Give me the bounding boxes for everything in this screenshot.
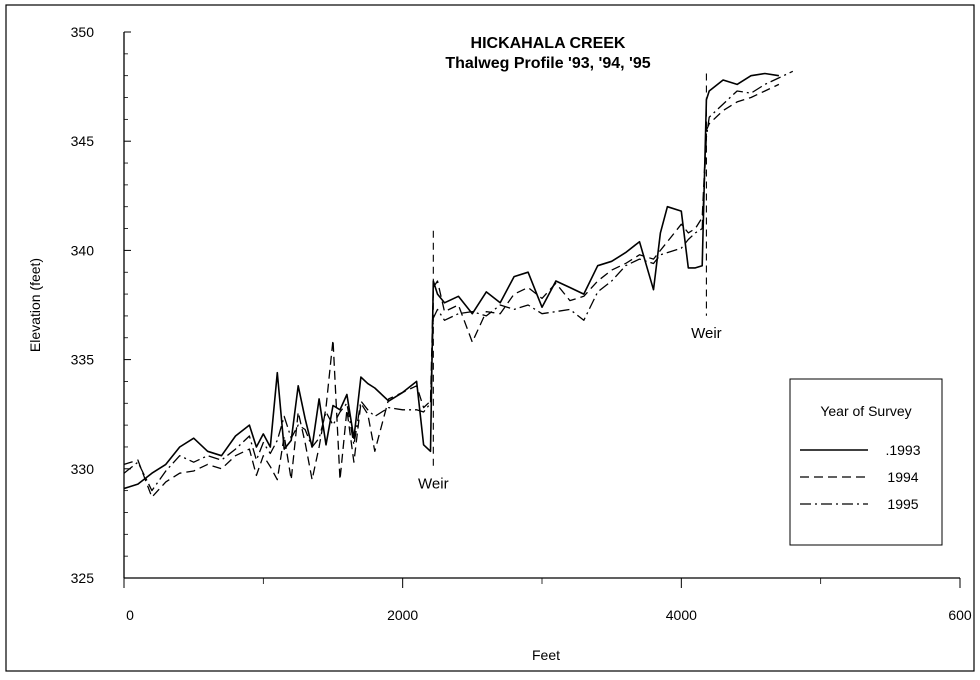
x-tick-label: 4000 xyxy=(666,607,697,623)
y-tick-label: 345 xyxy=(71,133,95,149)
y-tick-label: 335 xyxy=(71,352,95,368)
chart-subtitle: Thalweg Profile '93, '94, '95 xyxy=(445,55,650,72)
x-axis-title: Feet xyxy=(532,647,560,663)
series-line-1993 xyxy=(123,72,780,490)
legend: Year of Survey .1993 1994 1995 xyxy=(789,378,943,546)
y-axis-ticks: 325 330 335 340 345 350 xyxy=(71,24,131,586)
figure-border xyxy=(5,4,975,672)
series-line-1994 xyxy=(123,83,780,498)
legend-box xyxy=(789,378,943,546)
data-series xyxy=(123,70,794,498)
x-tick-label: 600 xyxy=(948,607,972,623)
y-tick-label: 340 xyxy=(71,242,95,258)
y-axis-title: Elevation (feet) xyxy=(27,258,43,352)
x-axis-ticks: 0 2000 4000 600 xyxy=(123,578,972,623)
legend-label: 1994 xyxy=(887,469,918,485)
y-tick-label: 350 xyxy=(71,24,95,40)
series-line-1995 xyxy=(123,70,794,492)
legend-items: .1993 1994 1995 xyxy=(800,442,921,512)
x-tick-label: 0 xyxy=(126,607,134,623)
weir-annotations: Weir Weir xyxy=(418,73,722,492)
weir-label: Weir xyxy=(418,475,449,492)
legend-label: .1993 xyxy=(885,442,920,458)
y-tick-label: 330 xyxy=(71,461,95,477)
x-tick-label: 2000 xyxy=(387,607,418,623)
y-tick-label: 325 xyxy=(71,570,95,586)
chart-title: HICKAHALA CREEK xyxy=(471,35,626,52)
legend-title: Year of Survey xyxy=(820,403,911,419)
weir-label: Weir xyxy=(691,325,722,342)
legend-label: 1995 xyxy=(887,496,918,512)
